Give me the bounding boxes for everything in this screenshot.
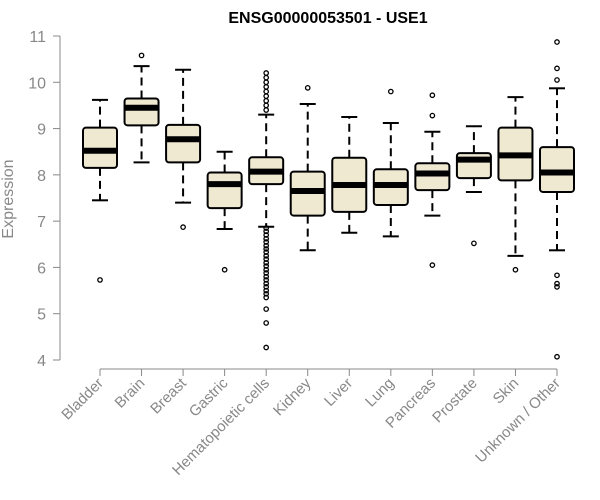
- outlier-point: [263, 79, 270, 86]
- outlier-point: [471, 240, 477, 247]
- box-group: [539, 39, 575, 360]
- outlier-point: [429, 92, 436, 99]
- box-group: [455, 125, 492, 247]
- outlier-point: [263, 84, 270, 90]
- outlier-point: [263, 277, 270, 283]
- y-tick-label: 7: [37, 214, 46, 231]
- x-tick-label: Liver: [321, 375, 356, 410]
- x-tick-label: Breast: [147, 374, 190, 417]
- outlier-point: [263, 284, 270, 290]
- outlier-point: [512, 266, 519, 273]
- x-tick-label: Lung: [362, 375, 398, 411]
- outlier-point: [263, 266, 270, 273]
- x-tick-label: Skin: [490, 375, 523, 408]
- x-tick-label: Brain: [112, 375, 149, 412]
- outlier-point: [263, 93, 270, 100]
- box-group: [331, 116, 368, 234]
- outlier-point: [263, 102, 270, 109]
- y-tick-label: 4: [37, 353, 46, 370]
- outlier-point: [263, 320, 270, 326]
- box: [123, 97, 160, 127]
- outlier-point: [263, 259, 270, 266]
- x-tick-label: Kidney: [270, 374, 315, 419]
- outlier-point: [263, 280, 270, 287]
- y-tick-label: 5: [37, 307, 46, 324]
- x-tick-label: Bladder: [58, 375, 107, 424]
- outlier-point: [263, 74, 270, 81]
- outlier-point: [387, 88, 394, 95]
- outlier-point: [554, 77, 560, 83]
- y-tick-label: 11: [29, 29, 46, 46]
- outlier-point: [263, 228, 270, 235]
- outlier-point: [263, 253, 270, 259]
- y-tick-label: 8: [37, 168, 46, 185]
- outlier-point: [263, 70, 270, 76]
- outlier-point: [263, 273, 270, 280]
- y-tick-label: 9: [37, 122, 46, 139]
- outlier-point: [554, 272, 560, 279]
- box-group: [497, 96, 534, 273]
- outlier-point: [554, 280, 560, 287]
- outlier-point: [554, 39, 560, 45]
- outlier-point: [263, 107, 270, 113]
- outlier-point: [263, 344, 270, 351]
- outlier-point: [263, 249, 270, 256]
- box-group: [372, 88, 409, 238]
- outlier-point: [221, 266, 228, 273]
- box-group: [206, 150, 243, 273]
- box: [539, 146, 575, 193]
- box: [165, 123, 202, 164]
- outlier-point: [263, 88, 270, 95]
- outlier-point: [263, 225, 270, 231]
- outlier-point: [263, 232, 270, 238]
- boxes-group: [82, 39, 575, 360]
- y-tick-label: 6: [37, 260, 46, 277]
- box: [206, 171, 243, 210]
- outlier-point: [263, 294, 270, 301]
- outlier-point: [554, 65, 560, 72]
- outlier-point: [263, 263, 270, 269]
- outlier-point: [263, 97, 270, 104]
- box-group: [414, 92, 451, 268]
- outlier-point: [429, 112, 436, 119]
- y-axis: 4 5 6 7 8 9 10 11: [28, 29, 61, 370]
- box-group: [165, 68, 202, 231]
- outlier-point: [263, 235, 270, 242]
- outlier-point: [263, 270, 270, 276]
- outlier-point: [97, 277, 103, 283]
- box-group: [82, 98, 118, 283]
- y-axis-label: Expression: [0, 159, 17, 238]
- outlier-point: [554, 353, 560, 360]
- outlier-point: [263, 242, 270, 249]
- outlier-point: [138, 52, 145, 59]
- outlier-point: [263, 287, 270, 294]
- box: [414, 162, 451, 192]
- outlier-point: [429, 262, 436, 268]
- outlier-point: [263, 256, 270, 262]
- outlier-point: [263, 306, 270, 312]
- outlier-point: [263, 290, 270, 297]
- outlier-point: [554, 284, 560, 290]
- box-group: [248, 70, 285, 351]
- box: [82, 126, 118, 169]
- outlier-point: [263, 239, 270, 245]
- outlier-point: [304, 84, 311, 91]
- box-group: [123, 52, 160, 164]
- chart-title: ENSG00000053501 - USE1: [228, 10, 427, 27]
- outlier-point: [263, 246, 270, 252]
- y-tick-label: 10: [28, 75, 46, 92]
- box-group: [289, 84, 326, 252]
- x-tick-label: Prostate: [429, 375, 481, 427]
- outlier-point: [180, 224, 186, 231]
